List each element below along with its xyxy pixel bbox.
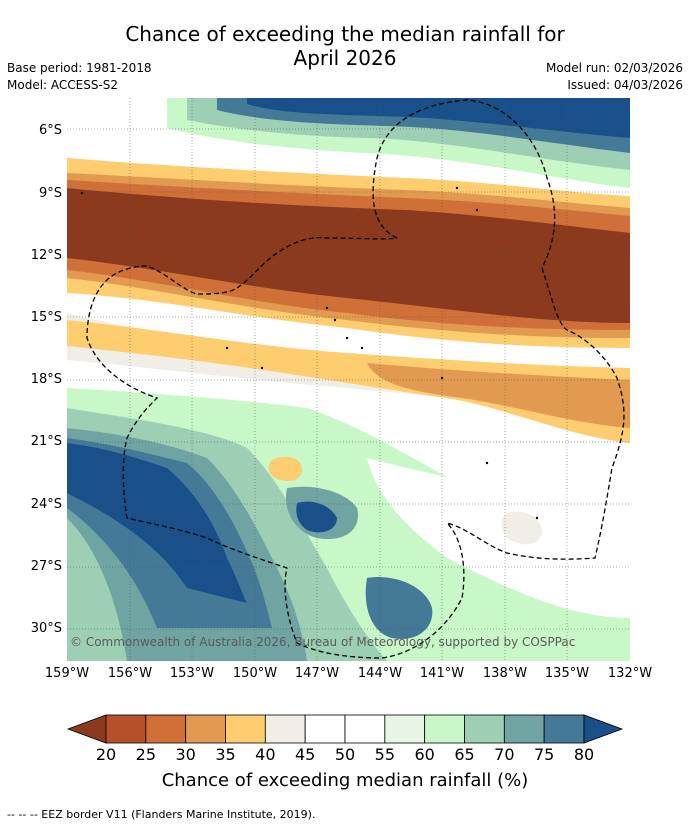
region-blue-blob-c (365, 577, 433, 639)
model-run: Model run: 02/03/2026 (545, 61, 683, 75)
footnote: -- -- -- EEZ border V11 (Flanders Marine… (7, 808, 316, 821)
copyright-text: © Commonwealth of Australia 2026, Bureau… (70, 635, 575, 649)
colorbar-cell (503, 714, 545, 744)
region-blue-blob-b (296, 501, 337, 533)
lat-label-30s: 30°S (30, 621, 62, 636)
lat-label-12s: 12°S (30, 248, 62, 263)
colorbar-tick-label: 50 (334, 745, 356, 764)
colorbar-cell (384, 714, 426, 744)
colorbar-cell (344, 714, 386, 744)
lon-label-138w: 138°W (482, 666, 528, 681)
colorbar-tick-label: 75 (533, 745, 555, 764)
region-beige-blob (501, 511, 542, 545)
colorbar-tick-label: 60 (414, 745, 435, 764)
colorbar-tick-label: 25 (135, 745, 156, 764)
meta-right: Model run: 02/03/2026 Issued: 04/03/2026 (546, 60, 683, 94)
lat-label-15s: 15°S (30, 310, 62, 325)
colorbar-title: Chance of exceeding median rainfall (%) (161, 770, 529, 791)
region-white-south (367, 458, 630, 618)
meta-left: Base period: 1981-2018 Model: ACCESS-S2 (7, 60, 152, 94)
lon-label-141w: 141°W (419, 666, 465, 681)
region-darkblue-north (247, 98, 630, 138)
lon-label-150w: 150°W (232, 666, 278, 681)
colorbar-cell (185, 714, 226, 744)
colorbar-cell (264, 714, 306, 744)
colorbar-cell (145, 714, 187, 744)
colorbar-tick-label: 65 (454, 745, 475, 764)
lon-label-132w: 132°W (607, 666, 653, 681)
colorbar (66, 714, 624, 744)
colorbar-cell (225, 714, 266, 744)
colorbar-cell (304, 714, 346, 744)
issued-date: Issued: 04/03/2026 (567, 78, 683, 92)
lat-label-24s: 24°S (30, 497, 62, 512)
colorbar-tick-label: 55 (374, 745, 395, 764)
colorbar-tick-label: 80 (573, 745, 595, 764)
colorbar-tick-label: 35 (215, 745, 236, 764)
colorbar-tick-label: 30 (175, 745, 196, 764)
colorbar-cell (464, 714, 505, 744)
lon-label-147w: 147°W (294, 666, 340, 681)
colorbar-tick-label: 70 (494, 745, 515, 764)
lon-label-135w: 135°W (544, 666, 590, 681)
base-period: Base period: 1981-2018 (7, 61, 152, 75)
lon-label-156w: 156°W (107, 666, 153, 681)
region-orange-mid (367, 363, 630, 428)
lat-label-27s: 27°S (30, 559, 62, 574)
colorbar-right-arrow (583, 714, 624, 744)
region-darkbrown-north (67, 188, 630, 323)
lat-label-6s: 6°S (38, 123, 62, 138)
colorbar-left-arrow (66, 714, 107, 744)
region-yellow-mid (67, 320, 630, 443)
model-name: Model: ACCESS-S2 (7, 78, 119, 92)
rainfall-map: © Commonwealth of Australia 2026, Bureau… (67, 98, 630, 661)
region-yellow-blob (268, 456, 302, 482)
colorbar-cell (424, 714, 465, 744)
lat-label-9s: 9°S (38, 186, 62, 201)
lon-label-153w: 153°W (169, 666, 215, 681)
gridlines (67, 98, 630, 661)
lon-label-144w: 144°W (357, 666, 403, 681)
region-darkblue-south (67, 443, 247, 603)
chart-title: Chance of exceeding the median rainfall … (0, 22, 690, 70)
colorbar-tick-label: 45 (294, 745, 316, 764)
title-line-1: Chance of exceeding the median rainfall … (125, 22, 565, 46)
lon-label-159w: 159°W (44, 666, 90, 681)
title-line-2: April 2026 (293, 46, 397, 70)
colorbar-tick-label: 20 (95, 745, 117, 764)
lat-label-21s: 21°S (30, 434, 62, 449)
colorbar-cell (105, 714, 147, 744)
islands (80, 186, 539, 520)
lat-label-18s: 18°S (30, 372, 62, 387)
colorbar-tick-label: 40 (255, 745, 276, 764)
colorbar-cell (543, 714, 585, 744)
